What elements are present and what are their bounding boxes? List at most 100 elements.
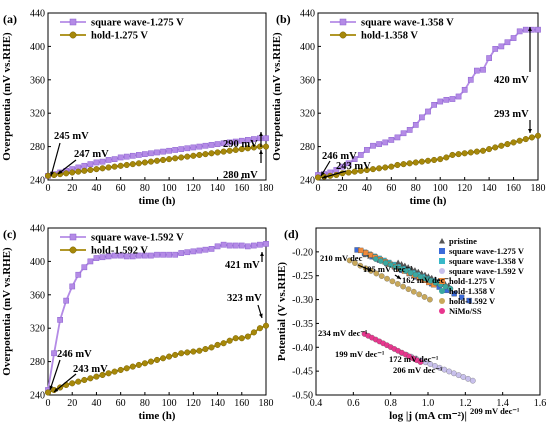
data-point xyxy=(528,134,535,141)
slope-annotation: 234 mV dec⁻¹ xyxy=(318,328,368,338)
data-point xyxy=(232,242,239,249)
data-point xyxy=(238,335,245,342)
data-point xyxy=(498,142,505,149)
slope-annotation: 162 mV dec⁻¹ xyxy=(402,275,452,285)
data-point xyxy=(392,264,399,270)
x-tick-label: 40 xyxy=(362,183,372,194)
x-tick-label: 1.0 xyxy=(422,398,435,409)
data-point xyxy=(455,151,462,158)
data-point xyxy=(135,252,142,259)
data-point xyxy=(111,156,118,162)
data-point xyxy=(346,257,353,264)
legend-marker xyxy=(69,18,77,26)
data-point xyxy=(376,165,383,172)
data-point xyxy=(467,76,474,83)
data-point xyxy=(357,167,364,174)
data-point xyxy=(226,242,233,249)
data-point xyxy=(479,147,487,154)
data-point xyxy=(142,252,148,259)
data-point xyxy=(117,154,124,161)
y-tick-label: 240 xyxy=(30,391,45,402)
data-point xyxy=(99,371,106,379)
data-point xyxy=(172,155,179,162)
data-point xyxy=(93,255,100,261)
legend-label: hold-1.592 V xyxy=(449,296,496,306)
data-point xyxy=(257,135,263,142)
data-point xyxy=(510,139,517,146)
data-point xyxy=(202,246,209,253)
data-point xyxy=(262,143,270,150)
data-point xyxy=(431,156,438,164)
legend-label: hold-1.592 V xyxy=(91,246,148,257)
x-tick-label: 160 xyxy=(234,398,249,409)
data-point xyxy=(105,157,112,163)
data-point xyxy=(455,93,462,100)
data-point xyxy=(257,241,263,248)
data-point xyxy=(178,250,185,256)
data-point xyxy=(442,283,449,290)
data-point xyxy=(147,158,154,165)
data-point xyxy=(172,251,179,258)
data-point xyxy=(418,158,425,165)
data-point xyxy=(339,163,346,170)
data-point xyxy=(443,154,450,161)
data-point xyxy=(69,283,76,290)
data-point xyxy=(214,149,221,156)
data-point xyxy=(160,355,167,362)
x-tick-label: 80 xyxy=(140,398,150,409)
data-point xyxy=(458,294,465,300)
y-tick-label: -0.50 xyxy=(292,391,313,402)
x-tick-label: 140 xyxy=(482,183,497,194)
legend-marker xyxy=(439,298,445,304)
data-point xyxy=(196,247,203,254)
data-point xyxy=(382,164,389,171)
data-point xyxy=(262,322,270,329)
data-point xyxy=(314,174,322,181)
data-point xyxy=(421,294,428,300)
data-point xyxy=(117,252,124,259)
x-tick-label: 80 xyxy=(140,183,150,194)
data-point xyxy=(492,144,499,151)
data-point xyxy=(111,368,118,375)
annotation: 420 mV xyxy=(494,75,529,86)
legend-marker xyxy=(339,31,347,39)
data-point xyxy=(232,138,239,145)
data-point xyxy=(437,98,444,105)
data-point xyxy=(370,142,376,149)
legend-label: hold-1.358 V xyxy=(361,31,418,42)
y-axis-label: Overpotentia (mV vs.RHE) xyxy=(1,32,13,161)
data-point xyxy=(44,389,52,396)
legend-label: square wave-1.592 V xyxy=(91,233,184,244)
x-tick-label: 1.6 xyxy=(534,398,547,409)
data-point xyxy=(522,26,529,33)
legend-marker xyxy=(439,278,445,284)
y-tick-label: 400 xyxy=(30,257,45,268)
data-point xyxy=(135,152,142,158)
y-tick-label: -0.25 xyxy=(292,271,313,282)
annotation: 247 mV xyxy=(74,149,109,160)
annotation: 280 mV xyxy=(223,170,258,181)
data-point xyxy=(416,291,423,298)
data-point xyxy=(394,134,401,141)
data-point xyxy=(196,347,203,354)
slope-annotation: 199 mV dec⁻¹ xyxy=(335,349,385,359)
data-point xyxy=(377,258,384,264)
data-point xyxy=(160,156,167,164)
y-tick-label: 280 xyxy=(30,142,45,153)
data-point xyxy=(473,148,480,155)
plot-frame xyxy=(47,12,267,181)
data-point xyxy=(400,161,407,168)
slope-annotation: 209 mV dec⁻¹ xyxy=(470,406,520,416)
y-axis-label: Overpotentia (mV vs.RHE) xyxy=(271,32,283,161)
data-point xyxy=(492,46,499,52)
data-point xyxy=(99,158,106,165)
annotation-arrow-head xyxy=(259,132,263,137)
data-point xyxy=(417,273,424,280)
slope-annotation: 210 mV dec⁻¹ xyxy=(320,253,370,263)
annotation-arrow-shaft xyxy=(53,373,77,393)
data-point xyxy=(226,147,233,154)
x-tick-label: 0.4 xyxy=(310,398,323,409)
legend-label: square wave-1.358 V xyxy=(361,18,454,29)
data-point xyxy=(373,270,380,277)
